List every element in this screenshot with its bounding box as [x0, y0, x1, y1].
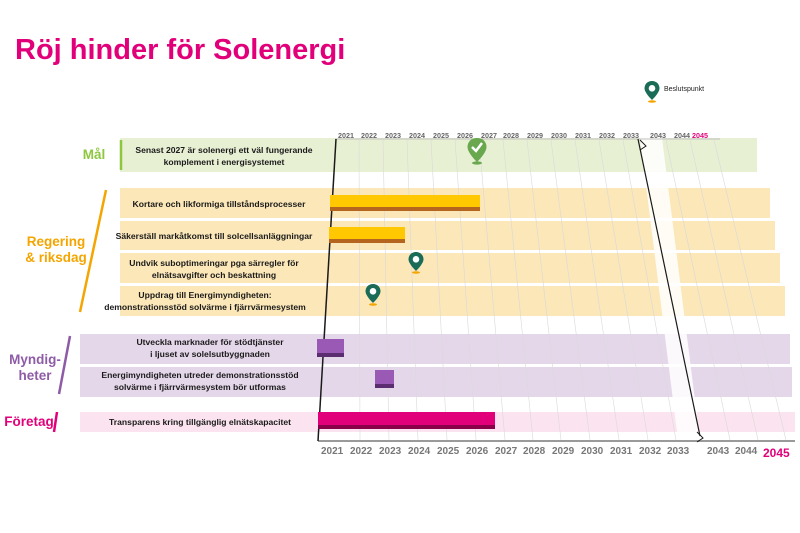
top-year-tick: 2032: [599, 131, 615, 140]
bar-land-access: [329, 227, 405, 243]
top-year-tick: 2025: [433, 131, 449, 140]
bar-demo-support-inquiry: [375, 370, 394, 388]
bar-grid-capacity-transparency: [318, 412, 495, 429]
row-label-land-access: Säkerställ markåtkomst till solcellsanlä…: [115, 231, 313, 241]
bottom-year-tick: 2044: [735, 446, 758, 457]
decision-point-pin-icon: [408, 252, 424, 274]
bracket-company: [52, 411, 59, 433]
bottom-year-tick: 2023: [379, 446, 402, 457]
top-year-tick: 2022: [361, 131, 377, 140]
band-gov-3: [120, 253, 780, 283]
bottom-year-tick: 2043: [707, 446, 730, 457]
category-companies: Företag: [4, 414, 54, 429]
bottom-year-tick: 2028: [523, 446, 546, 457]
top-year-tick: 2029: [527, 131, 543, 140]
row-label-grid-transparency: Transparens kring tillgänglig elnätskapa…: [109, 417, 291, 427]
top-year-tick: 2026: [457, 131, 473, 140]
bottom-year-tick: 2025: [437, 446, 460, 457]
row-label-ancillary-markets: Utveckla marknader för stödtjänster i lj…: [136, 337, 284, 359]
legend-label: Beslutspunkt: [664, 86, 705, 93]
top-year-tick: 2043: [650, 131, 666, 140]
row-label-permits: Kortare och likformiga tillståndsprocess…: [132, 199, 306, 209]
top-year-tick: 2033: [623, 131, 639, 140]
bottom-year-tick: 2029: [552, 446, 575, 457]
bar-ancillary-markets: [317, 339, 344, 357]
bottom-year-tick: 2032: [639, 446, 662, 457]
row-label-suboptimization: Undvik suboptimeringar pga särregler för…: [129, 258, 299, 280]
bottom-year-tick: 2030: [581, 446, 604, 457]
top-year-tick: 2023: [385, 131, 401, 140]
bottom-year-tick: 2022: [350, 446, 373, 457]
band-auth-1: [80, 334, 790, 364]
bottom-year-tick: 2024: [408, 446, 431, 457]
bottom-year-tick: 2026: [466, 446, 489, 457]
row-label-assignment: Uppdrag till Energimyndigheten: demonstr…: [104, 290, 306, 312]
bottom-year-tick: 2021: [321, 446, 344, 457]
top-year-tick: 2045: [692, 131, 708, 140]
row-label-demo-inquiry: Energimyndigheten utreder demonstrations…: [101, 370, 299, 392]
top-year-tick: 2024: [409, 131, 425, 140]
check-pin-icon: [467, 138, 487, 165]
bar-permit-process: [330, 195, 480, 211]
top-year-tick: 2021: [338, 131, 354, 140]
top-year-tick: 2031: [575, 131, 591, 140]
bottom-year-tick: 2031: [610, 446, 633, 457]
bottom-year-tick: 2045: [763, 446, 790, 460]
row-label-goal: Senast 2027 är solenergi ett väl fungera…: [135, 145, 313, 167]
band-auth-2: [80, 367, 792, 397]
bottom-year-tick: 2033: [667, 446, 690, 457]
bracket-auth: [57, 335, 72, 395]
category-goal: Mål: [82, 147, 106, 162]
category-government: Regering & riksdag: [25, 234, 87, 265]
top-year-tick: 2044: [674, 131, 690, 140]
band-gov-4: [120, 286, 785, 316]
page-title: Röj hinder för Solenergi: [15, 34, 346, 66]
band-goal: [120, 138, 757, 172]
top-year-tick: 2028: [503, 131, 519, 140]
decision-point-pin-icon: [365, 284, 381, 306]
top-year-tick: 2030: [551, 131, 567, 140]
bottom-year-tick: 2027: [495, 446, 518, 457]
category-authorities: Myndig- heter: [9, 352, 61, 383]
band-gov-2: [120, 221, 775, 250]
top-year-tick: 2027: [481, 131, 497, 140]
bracket-gov: [78, 189, 108, 313]
decision-point-pin-icon: [644, 81, 660, 103]
